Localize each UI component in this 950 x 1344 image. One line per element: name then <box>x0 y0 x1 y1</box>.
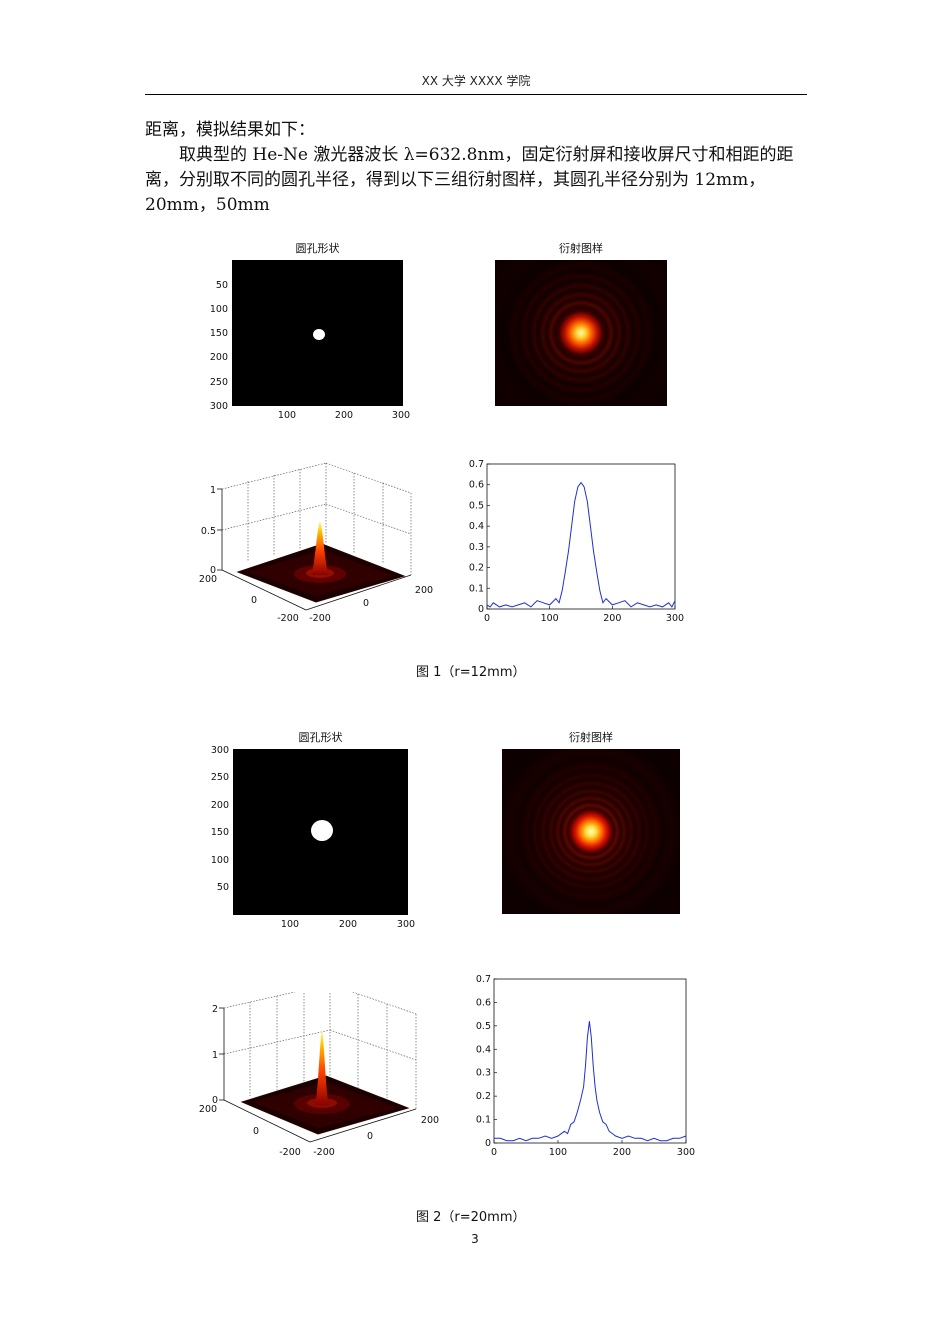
figure2-aperture-hole <box>311 820 333 841</box>
figure1-surface-plot: 1 0.5 0 200 0 -200 -200 0 200 <box>199 462 433 624</box>
figure2-surface-plot: 2 1 0 200 0 -200 -200 0 200 <box>199 992 439 1158</box>
figure1-aperture-title: 圆孔形状 <box>295 242 340 255</box>
page-header: XX 大学 XXXX 学院 <box>421 74 531 88</box>
figure1-aperture-xtick: 200 <box>334 410 354 421</box>
figure1-surface-ytick: -200 <box>277 613 299 624</box>
figure2-aperture-xtick: 100 <box>280 919 300 930</box>
figure2-surface-ztick: 1 <box>212 1050 218 1061</box>
figure2-surface-ztick: 2 <box>212 1004 218 1015</box>
figure1-aperture-image <box>232 260 403 406</box>
figure2-surface-xtick: 200 <box>421 1115 439 1126</box>
body-paragraph-2: 取典型的 He-Ne 激光器波长 λ=632.8nm，固定衍射屏和接收屏尺寸和相… <box>145 145 794 215</box>
figure1-aperture-ytick: 50 <box>215 280 228 291</box>
figure2-aperture-image <box>233 749 408 915</box>
y-tick-label: 0.6 <box>469 480 484 491</box>
y-tick-label: 0.2 <box>476 1091 491 1102</box>
figure2-diffraction-pattern <box>502 749 680 914</box>
figure2-aperture-ytick: 100 <box>210 855 229 866</box>
figure2-aperture-ytick: 250 <box>210 772 229 783</box>
x-tick-label: 300 <box>666 613 684 624</box>
y-tick-label: 0.7 <box>469 459 484 470</box>
figure2-surface-ztick: 0 <box>212 1095 218 1106</box>
plot-frame <box>493 978 687 1144</box>
y-tick-label: 0.6 <box>476 997 491 1008</box>
y-tick-label: 0.1 <box>476 1115 491 1126</box>
header-divider <box>145 94 807 95</box>
figure1-surface-xtick: 200 <box>415 585 433 596</box>
figure2-aperture-ytick: 50 <box>216 882 229 893</box>
figure1-surface-xtick: -200 <box>309 613 331 624</box>
figure2-surface-ytick: 200 <box>199 1104 217 1115</box>
x-tick-label: 200 <box>613 1147 631 1158</box>
figure1-aperture-ytick: 200 <box>209 352 228 363</box>
figure1-aperture-ytick: 150 <box>209 328 228 339</box>
x-tick-label: 0 <box>491 1147 497 1158</box>
page-number: 3 <box>471 1232 479 1246</box>
figure1-surface-ztick: 0.5 <box>201 526 216 537</box>
x-tick-label: 100 <box>549 1147 567 1158</box>
figure1-surface-xtick: 0 <box>363 598 369 609</box>
figure2-pattern-title: 衍射图样 <box>569 731 613 744</box>
figure1-diffraction-pattern <box>495 260 667 406</box>
y-tick-label: 0.3 <box>476 1068 491 1079</box>
figure2-aperture-ytick: 150 <box>210 827 229 838</box>
figure2-surface-xtick: 0 <box>367 1131 373 1142</box>
y-tick-label: 0.2 <box>469 563 484 574</box>
y-tick-label: 0.3 <box>469 542 484 553</box>
x-tick-label: 100 <box>541 613 559 624</box>
figure2-aperture-xtick: 300 <box>396 919 416 930</box>
series-line <box>486 481 676 608</box>
y-tick-label: 0.1 <box>469 583 484 594</box>
y-tick-label: 0.4 <box>469 521 484 532</box>
y-tick-label: 0.5 <box>469 500 484 511</box>
figure1-surface-ytick: 0 <box>251 595 257 606</box>
x-tick-label: 200 <box>603 613 621 624</box>
figure2-aperture-ytick: 300 <box>210 745 229 756</box>
y-tick-label: 0.7 <box>476 974 491 985</box>
figure1-aperture-ytick: 250 <box>209 377 228 388</box>
figure2-surface-ytick: -200 <box>279 1147 301 1158</box>
figure2-surface-xtick: -200 <box>313 1147 335 1158</box>
figure1-aperture-ytick: 300 <box>209 401 228 412</box>
figure2-aperture-xtick: 200 <box>338 919 358 930</box>
y-tick-label: 0.5 <box>476 1021 491 1032</box>
figure1-aperture-ytick: 100 <box>209 304 228 315</box>
figure1-aperture-xtick: 300 <box>391 410 411 421</box>
figure1-aperture-hole <box>313 329 325 340</box>
figure1-surface-ztick: 0 <box>210 565 216 576</box>
figure1-surface-ytick: 200 <box>199 574 217 585</box>
figure1-surface-ztick: 1 <box>210 485 216 496</box>
x-tick-label: 300 <box>677 1147 695 1158</box>
y-tick-label: 0 <box>485 1138 491 1149</box>
figure1-profile-chart: 0 0.1 0.2 0.3 0.4 0.5 0.6 0.7 0 100 200 300 <box>469 459 684 624</box>
y-tick-label: 0 <box>478 604 484 615</box>
figure1-caption: 图 1（r=12mm） <box>416 665 526 680</box>
figure1-pattern-title: 衍射图样 <box>559 242 603 255</box>
y-tick-label: 0.4 <box>476 1044 491 1055</box>
plot-frame <box>486 463 676 610</box>
figure2-surface-ytick: 0 <box>253 1126 259 1137</box>
figure1-aperture-xtick: 100 <box>277 410 297 421</box>
series-line <box>494 1021 687 1142</box>
x-tick-label: 0 <box>484 613 490 624</box>
figure2-profile-chart: 0 0.1 0.2 0.3 0.4 0.5 0.6 0.7 0 100 200 300 <box>476 974 695 1158</box>
figure2-aperture-ytick: 200 <box>210 800 229 811</box>
figure2-aperture-title: 圆孔形状 <box>298 731 343 744</box>
figure2-caption: 图 2（r=20mm） <box>416 1210 526 1225</box>
body-line-1: 距离，模拟结果如下： <box>145 120 315 140</box>
